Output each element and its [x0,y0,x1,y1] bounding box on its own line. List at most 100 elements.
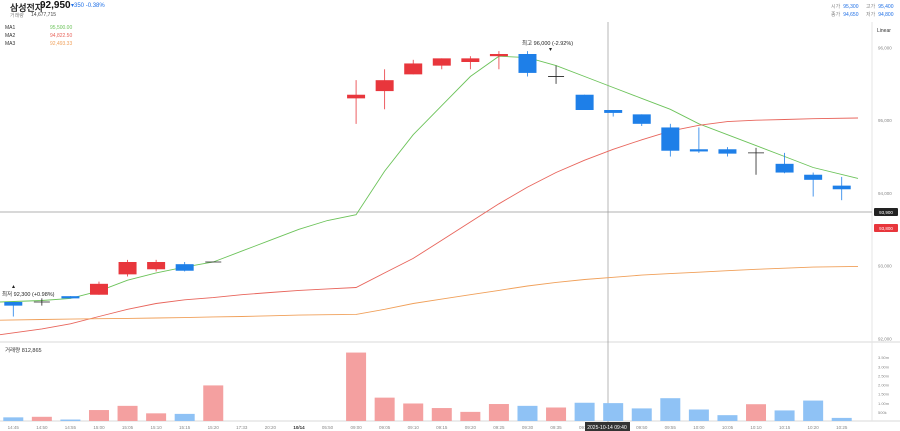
candle-body [118,262,137,275]
ohlc-open: 시가 95,300 [831,4,859,10]
low-marker [12,285,15,288]
candle-body [61,296,80,299]
candle-body [347,94,366,99]
ohlc-low: 저가 94,800 [866,12,894,18]
x-tick-label: 10:10 [750,425,762,430]
candle-body [804,174,823,180]
y-tick-label: 93,000 [878,264,892,269]
volume-bar [88,410,109,421]
volume-bar [746,404,767,421]
volume-bar [717,415,738,421]
volume-title: 거래량 812,865 [5,346,42,354]
volume-bar [146,413,167,421]
x-tick-label: 15:05 [122,425,134,430]
candle-body [4,302,23,306]
volume-bar [774,410,795,421]
stock-price: 92,950 [40,0,71,11]
ohlc-close: 종가 94,650 [831,12,859,18]
volume-bar [631,408,652,421]
volume-bar [460,411,481,421]
crosshair-date-label: 2025-10-14 09:40 [587,425,627,431]
candle-body [575,94,594,110]
stock-header: 삼성전자 92,950 ▾350 -0.38% 거래량 14,677,715 시… [0,0,900,22]
x-tick-label: 15:15 [179,425,191,430]
volume-tick-label: 3.00m [878,364,890,369]
volume-bar [31,416,52,421]
x-tick-label: 10:05 [722,425,734,430]
candle-body [661,127,680,151]
y-tick-label: 95,000 [878,118,892,123]
volume-bar [546,407,567,421]
candle-body [89,283,108,295]
volume-bar [574,402,595,421]
x-tick-label: 09:40 [579,425,591,430]
candle-body [175,264,194,271]
candle-body [689,149,708,152]
volume-tick-label: 2.00m [878,383,890,388]
x-tick-label: 15:20 [208,425,220,430]
x-tick-label: 05:50 [322,425,334,430]
x-tick-label: 10:20 [808,425,820,430]
x-tick-label: 10:15 [779,425,791,430]
x-tick-label: 09:25 [493,425,505,430]
volume-bar [517,405,538,421]
x-tick-label: 10/14 [293,425,305,430]
candle-body [432,58,451,66]
candle-body [518,54,537,73]
volume-bar [831,417,852,421]
x-tick-label: 10:25 [836,425,848,430]
x-tick-label: 10:00 [693,425,705,430]
candle-body [375,80,394,92]
candle-body [404,63,423,75]
ma1-line [0,55,859,303]
candle-body [147,262,166,270]
volume-bar [174,413,195,421]
ma3-line [0,265,859,321]
ma2-line [0,117,859,336]
volume-bar [203,385,224,421]
candle-body [461,58,480,62]
x-tick-label: 14:50 [36,425,48,430]
candle-body [775,163,794,173]
volume-tick-label: 1.00m [878,401,890,406]
volume-tick-label: 1.50m [878,392,890,397]
stock-name[interactable]: 삼성전자 [10,3,44,13]
y-tick-label: 96,000 [878,45,892,50]
volume-tick-label: 2.50m [878,373,890,378]
volume-bar [660,398,681,421]
x-tick-label: 09:05 [379,425,391,430]
x-tick-label: 15:00 [93,425,105,430]
volume-tick-label: 500k [878,410,887,415]
candle-body [832,185,851,190]
x-tick-label: 14:55 [65,425,77,430]
x-tick-label: 09:55 [665,425,677,430]
volume-bar [374,397,395,421]
volume-bar [117,405,138,421]
candle-body [489,54,508,57]
crosshair-date-tag [585,422,630,431]
volume-bar [403,403,424,421]
volume-value: 14,677,715 [31,12,57,18]
current-price-label: 93,900 [879,210,893,215]
x-tick-label: 09:20 [465,425,477,430]
ohlc-high: 고가 95,400 [866,4,894,10]
volume-bar [431,408,452,421]
volume-bar [603,403,624,421]
scale-toggle-button[interactable]: Linear [877,28,891,34]
high-label: 최고 96,000 (-2.92%) [522,39,573,47]
y-tick-label: 94,000 [878,191,892,196]
x-tick-label: 09:10 [408,425,420,430]
ma3-legend: MA3 92,493.33 [5,41,73,47]
x-tick-label: 09:30 [522,425,534,430]
x-tick-label: 09:00 [350,425,362,430]
x-tick-label: 09:35 [550,425,562,430]
high-marker [549,48,552,51]
candle-body [604,110,623,113]
volume-tick-label: 3.50m [878,355,890,360]
last-price-label: 93,800 [879,226,893,231]
volume-bar [346,352,367,421]
x-tick-label: 09:15 [436,425,448,430]
low-label: 최저 92,300 (+0.98%) [2,290,55,298]
ma2-legend: MA2 94,822.50 [5,33,73,39]
